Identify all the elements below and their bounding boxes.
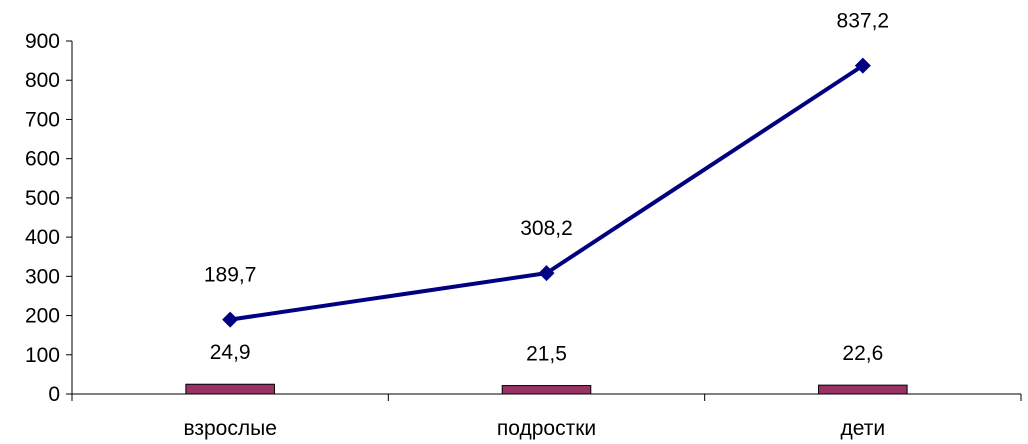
line-point-marker: [538, 265, 555, 282]
line-value-label: 308,2: [520, 217, 573, 240]
data-labels: 24,9 21,5 22,6 189,7 308,2 837,2: [204, 10, 889, 366]
bar: [501, 385, 592, 395]
x-category-label: подростки: [497, 417, 596, 440]
bar-value-label: 21,5: [526, 343, 567, 366]
bar-series: [185, 383, 908, 395]
y-tick-label: 100: [25, 344, 60, 367]
bar: [185, 383, 275, 395]
line-value-label: 837,2: [837, 10, 890, 33]
y-tick-label: 600: [25, 148, 60, 171]
y-tick-label: 0: [48, 383, 60, 406]
bar-value-label: 22,6: [842, 342, 883, 365]
y-tick-label: 700: [25, 108, 60, 131]
y-tick-label: 500: [25, 187, 60, 210]
line-path: [229, 63, 864, 322]
line-value-label: 189,7: [204, 264, 257, 287]
line-point-marker: [854, 57, 871, 74]
line-point-marker: [222, 311, 239, 328]
y-tick-label: 900: [25, 30, 60, 53]
x-category-label: взрослые: [183, 417, 276, 440]
y-tick-label: 400: [25, 226, 60, 249]
y-tick-label: 300: [25, 265, 60, 288]
bar-value-label: 24,9: [210, 341, 251, 364]
line-series: [222, 57, 871, 328]
y-tick-label: 800: [25, 69, 60, 92]
x-category-label: дети: [841, 417, 886, 440]
axes: 0 100 200 300 400 500 600 700 800 900 взрослые подр…: [25, 30, 1022, 440]
bar: [818, 384, 908, 395]
y-tick-label: 200: [25, 305, 60, 328]
